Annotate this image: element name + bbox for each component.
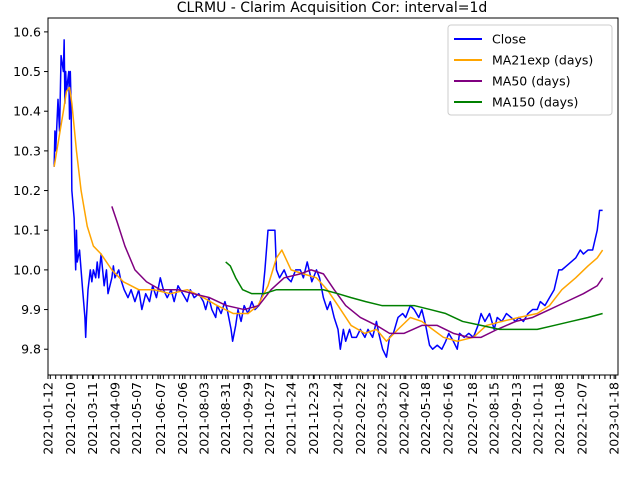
- y-tick-label: 9.9: [21, 302, 41, 317]
- x-tick-label: 2022-06-16: [441, 382, 456, 455]
- x-tick-label: 2022-09-13: [509, 382, 524, 455]
- y-tick-label: 10.6: [13, 24, 41, 39]
- legend-label: MA50 (days): [492, 74, 570, 89]
- x-tick-label: 2021-08-03: [197, 382, 212, 455]
- y-tick-label: 9.8: [21, 342, 41, 357]
- x-tick-label: 2023-01-18: [607, 382, 622, 455]
- y-tick-label: 10.2: [13, 183, 41, 198]
- legend-box: [447, 24, 613, 116]
- series-layer: [53, 39, 604, 358]
- x-tick-label: 2022-05-18: [418, 382, 433, 455]
- x-tick-label: 2021-02-10: [63, 382, 78, 455]
- x-tick-label: 2022-02-22: [353, 382, 368, 455]
- x-tick-label: 2021-09-29: [241, 382, 256, 455]
- x-tick-label: 2021-10-27: [262, 382, 277, 455]
- plot-frame: [47, 17, 619, 376]
- series-line-0: [53, 39, 603, 358]
- x-tick-label: 2021-05-07: [129, 382, 144, 455]
- x-tick-label: 2021-08-31: [218, 382, 233, 455]
- x-tick-label: 2022-10-11: [531, 382, 546, 455]
- legend-label: MA21exp (days): [492, 53, 593, 68]
- x-tick-label: 2021-07-06: [175, 382, 190, 455]
- x-tick-label: 2021-06-07: [153, 382, 168, 455]
- legend: Close MA21exp (days) MA50 (days) MA150 (day…: [447, 24, 613, 116]
- y-tick-label: 10.4: [13, 104, 41, 119]
- y-tick-label: 10.5: [13, 64, 41, 79]
- x-tick-label: 2021-01-12: [41, 382, 56, 455]
- x-tick-label: 2022-01-24: [331, 382, 346, 455]
- x-tick-label: 2022-11-08: [552, 382, 567, 455]
- x-tick-label: 2021-11-24: [284, 382, 299, 455]
- x-tick-label: 2021-03-11: [85, 382, 100, 455]
- x-tick-label: 2022-12-07: [574, 382, 589, 455]
- series-line-2: [111, 206, 604, 339]
- legend-label: Close: [492, 32, 526, 47]
- x-tick-label: 2022-07-18: [465, 382, 480, 455]
- x-tick-label: 2021-12-23: [306, 382, 321, 455]
- x-tick-label: 2022-04-20: [397, 382, 412, 455]
- x-tick-label: 2021-04-09: [107, 382, 122, 455]
- series-line-1: [53, 86, 604, 343]
- x-tick-label: 2022-03-22: [374, 382, 389, 455]
- x-tick-label: 2022-08-15: [487, 382, 502, 455]
- legend-label: MA150 (days): [492, 95, 578, 110]
- chart-title: CLRMU - Clarim Acquisition Cor: interval…: [177, 0, 488, 16]
- y-axis: 9.8 9.9 10.0 10.1 10.2 10.3 10.4 10.5 10.6: [13, 24, 48, 357]
- y-tick-label: 10.1: [13, 223, 41, 238]
- x-axis: 2021-01-12 2021-02-10 2021-03-11 2021-04-09…: [41, 375, 622, 455]
- y-tick-label: 10.3: [13, 143, 41, 158]
- series-line-3: [225, 261, 603, 331]
- y-tick-label: 10.0: [13, 262, 41, 277]
